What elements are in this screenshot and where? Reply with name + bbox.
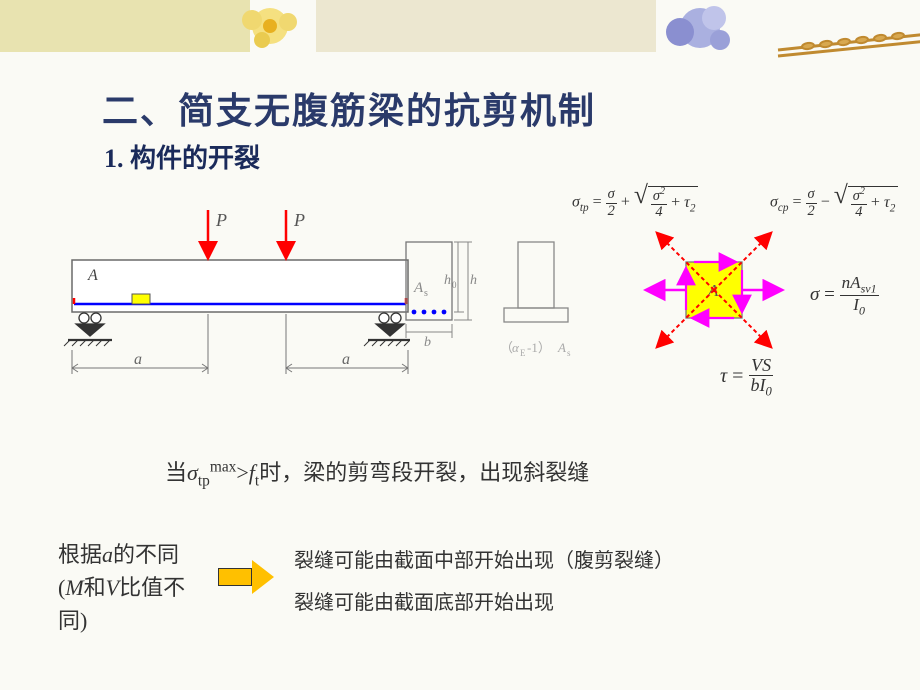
- section-diagram: A s h 0 h b （ α E -1） A s: [400, 234, 600, 404]
- bottom-left-text: 根据a的不同 (M和V比值不 同): [58, 538, 185, 637]
- svg-text:A: A: [413, 280, 424, 296]
- beam-diagram: A P P a a: [30, 200, 410, 400]
- svg-text:h: h: [470, 273, 477, 288]
- svg-text:P: P: [293, 210, 305, 230]
- formula-sigma: σ = nAsv1 I0: [810, 274, 879, 317]
- subheading: 1. 构件的开裂: [104, 138, 260, 175]
- svg-text:a: a: [342, 351, 350, 368]
- svg-text:-1）: -1）: [527, 340, 551, 355]
- formula-sigma-tp: σtp = σ2 + √ σ24 + τ2: [572, 186, 698, 220]
- svg-text:s: s: [567, 348, 571, 358]
- bottom-right-text: 裂缝可能由截面中部开始出现（腹剪裂缝） 裂缝可能由截面底部开始出现: [294, 540, 674, 624]
- svg-text:α: α: [512, 340, 520, 355]
- svg-text:s: s: [424, 288, 428, 299]
- svg-text:A: A: [557, 340, 566, 355]
- crack-condition-text: 当σtpmax>ft时，梁的剪弯段开裂，出现斜裂缝: [165, 455, 589, 490]
- svg-text:A: A: [87, 267, 98, 284]
- svg-text:a: a: [134, 351, 142, 368]
- stress-square: A: [614, 212, 814, 392]
- arrow-icon: [218, 560, 274, 594]
- page-title: 二、简支无腹筋梁的抗剪机制: [102, 82, 596, 134]
- svg-text:0: 0: [452, 280, 457, 290]
- formula-tau: τ = VS bI0: [720, 356, 774, 399]
- formula-sigma-cp: σcp = σ2 − √ σ24 + τ2: [770, 186, 898, 220]
- svg-text:P: P: [215, 210, 227, 230]
- svg-text:b: b: [424, 335, 431, 350]
- decor-top: [0, 0, 920, 70]
- svg-text:E: E: [520, 348, 526, 358]
- svg-text:h: h: [444, 273, 451, 288]
